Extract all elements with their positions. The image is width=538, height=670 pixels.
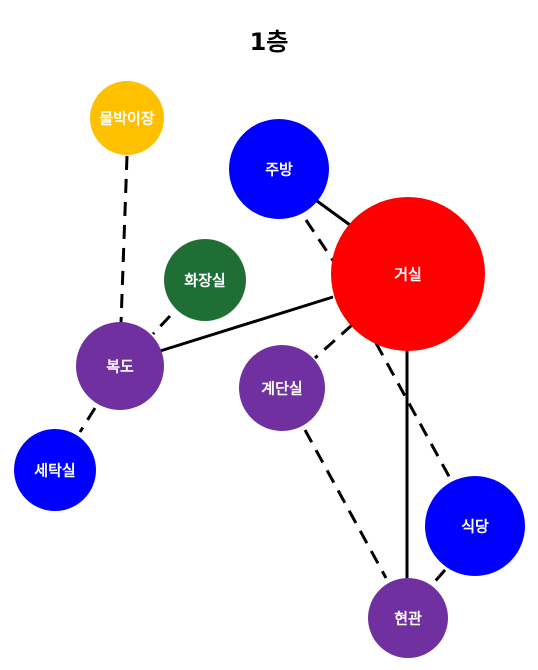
node-bathroom: 화장실 <box>164 239 246 321</box>
node-living-circle <box>331 197 485 351</box>
edge-living-stairs <box>314 323 353 360</box>
node-bathroom-label: 화장실 <box>184 272 225 290</box>
node-laundry-circle <box>14 429 96 511</box>
node-hallway-label: 복도 <box>106 358 134 376</box>
edge-bathroom-hallway <box>151 314 172 336</box>
node-laundry-label: 세탁실 <box>34 462 75 480</box>
edge-stairs-entrance <box>303 429 388 579</box>
node-stairs: 계단실 <box>239 345 325 431</box>
node-storage-label: 물박이장 <box>99 110 154 128</box>
node-storage-circle <box>90 81 164 155</box>
edge-hallway-laundry <box>78 407 97 433</box>
edge-hallway-living <box>159 295 334 353</box>
node-bathroom-circle <box>164 239 246 321</box>
node-entrance: 현관 <box>368 578 448 658</box>
node-entrance-circle <box>368 578 448 658</box>
edge-storage-hallway <box>119 155 129 324</box>
node-stairs-circle <box>239 345 325 431</box>
edges <box>78 155 453 587</box>
node-kitchen: 주방 <box>229 119 329 219</box>
node-dining-label: 식당 <box>461 518 489 536</box>
node-stairs-label: 계단실 <box>261 380 302 398</box>
diagram-title: 1층 <box>249 28 289 56</box>
node-dining: 식당 <box>425 476 525 576</box>
node-dining-circle <box>425 476 525 576</box>
node-hallway: 복도 <box>76 322 164 410</box>
node-living-label: 거실 <box>394 266 422 284</box>
node-entrance-label: 현관 <box>394 610 422 628</box>
node-storage: 물박이장 <box>90 81 164 155</box>
node-living: 거실 <box>331 197 485 351</box>
node-laundry: 세탁실 <box>14 429 96 511</box>
node-kitchen-label: 주방 <box>265 161 293 179</box>
node-kitchen-circle <box>229 119 329 219</box>
edge-kitchen-living-dashed <box>304 219 338 266</box>
edge-living-dining <box>374 342 453 481</box>
node-hallway-circle <box>76 322 164 410</box>
edge-dining-entrance <box>429 569 447 587</box>
